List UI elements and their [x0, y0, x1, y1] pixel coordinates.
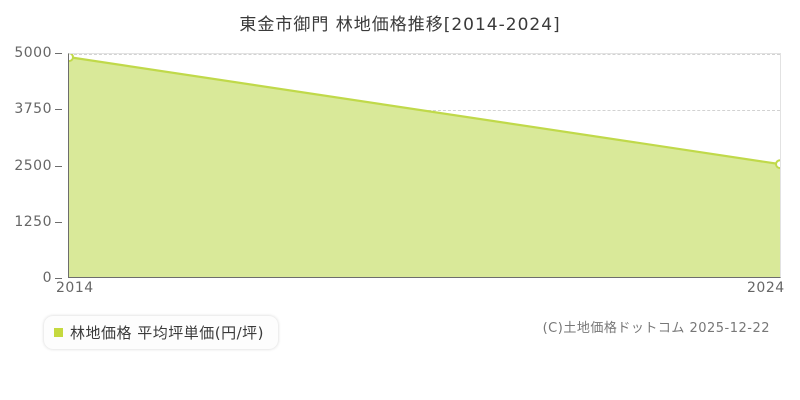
y-axis-tick-label: 5000 — [14, 45, 52, 61]
square-marker-icon — [54, 328, 63, 337]
plot-area — [68, 53, 781, 278]
y-axis-tick-label: 0 — [42, 270, 52, 286]
series-area-chart — [69, 54, 780, 277]
y-axis: 0 1250 2500 3750 5000 — [0, 45, 62, 286]
data-point-marker[interactable] — [776, 160, 780, 168]
y-axis-tick-mark — [55, 278, 62, 279]
chart-legend[interactable]: 林地価格 平均坪単価(円/坪) — [44, 316, 279, 349]
x-axis: 2014 2024 — [0, 280, 800, 304]
y-axis-tick-mark — [55, 53, 62, 54]
x-axis-tick-label: 2014 — [56, 280, 94, 296]
y-axis-tick-mark — [55, 165, 62, 167]
chart-title: 東金市御門 林地価格推移[2014-2024] — [239, 15, 561, 35]
y-axis-tick-label: 1250 — [14, 213, 52, 230]
data-point-marker[interactable] — [69, 54, 73, 61]
y-axis-tick-mark — [55, 221, 62, 223]
copyright-text: (C)土地価格ドットコム 2025-12-22 — [542, 321, 770, 336]
legend-item-label: 林地価格 平均坪単価(円/坪) — [70, 324, 265, 342]
y-axis-tick-label: 2500 — [14, 157, 52, 174]
data-point-markers — [69, 54, 780, 168]
y-axis-tick-mark — [55, 109, 62, 111]
area-fill — [69, 57, 780, 277]
series-line — [69, 56, 780, 166]
y-axis-tick-label: 3750 — [14, 101, 52, 118]
x-axis-tick-label: 2024 — [747, 280, 785, 296]
